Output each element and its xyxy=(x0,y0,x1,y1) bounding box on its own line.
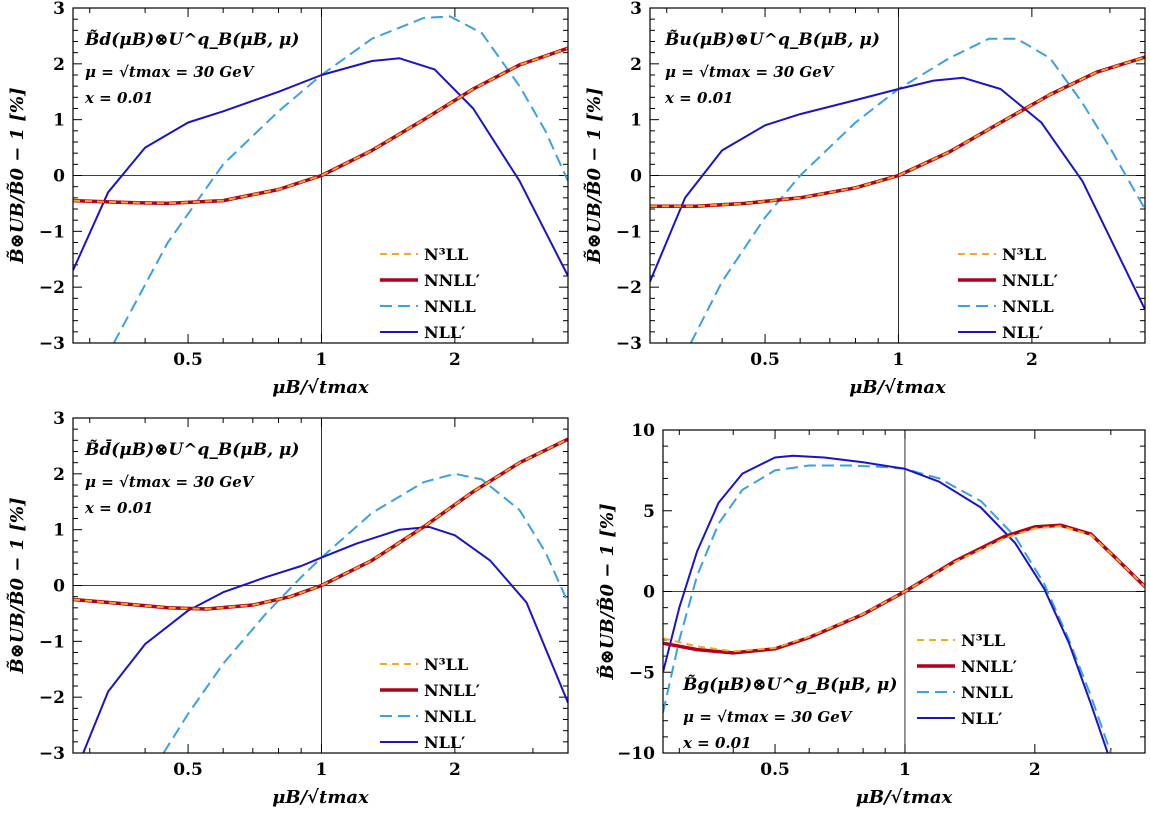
y-tick-label: −10 xyxy=(617,744,655,764)
plot-frame xyxy=(662,429,1146,754)
legend-label: NNLL xyxy=(1002,297,1054,316)
legend-label: NNLL′ xyxy=(424,681,480,700)
y-axis-title: B̃⊗UB/B̃0 − 1 [%] xyxy=(6,87,28,264)
plot-frame xyxy=(649,7,1146,344)
annotation-title: B̃u(μB)⊗U^q_B(μB, μ) xyxy=(664,30,880,50)
x-tick-label: 2 xyxy=(1026,350,1038,370)
x-axis-title: μB/√tmax xyxy=(272,787,369,808)
series-line-nll xyxy=(73,438,568,610)
y-tick-label: 3 xyxy=(630,0,642,19)
plot-frame xyxy=(72,7,569,344)
legend-label: NNLL′ xyxy=(424,271,480,290)
annotation-title: B̃d(μB)⊗U^q_B(μB, μ) xyxy=(84,30,299,50)
series-line-nll xyxy=(650,56,1145,208)
x-axis-title: μB/√tmax xyxy=(272,377,369,398)
legend-label: NNLL′ xyxy=(961,657,1017,676)
x-tick-label: 2 xyxy=(449,760,461,780)
x-tick-label: 1 xyxy=(316,760,328,780)
legend-label: N³LL xyxy=(424,655,468,674)
series-line-nnll xyxy=(162,472,568,753)
y-tick-label: −2 xyxy=(616,278,642,298)
y-tick-label: 3 xyxy=(53,0,65,19)
series-line-nll xyxy=(663,525,1145,653)
series-line-nnll xyxy=(663,464,1112,753)
series-line-nll xyxy=(82,525,568,753)
annotation-x: x = 0.01 xyxy=(664,89,734,107)
y-tick-label: 1 xyxy=(53,521,65,541)
x-tick-label: 2 xyxy=(449,350,461,370)
legend-label: NNLL xyxy=(424,297,476,316)
y-tick-label: −1 xyxy=(39,222,65,242)
y-tick-label: −3 xyxy=(39,744,65,764)
y-tick-label: −1 xyxy=(39,632,65,652)
annotation-x: x = 0.01 xyxy=(682,734,752,752)
y-tick-label: 5 xyxy=(643,502,655,522)
x-tick-label: 0.5 xyxy=(760,760,790,780)
y-axis-title: B̃⊗UB/B̃0 − 1 [%] xyxy=(6,497,28,674)
x-tick-label: 1 xyxy=(899,760,911,780)
annotation-x: x = 0.01 xyxy=(84,499,154,517)
legend-label: NNLL xyxy=(424,707,476,726)
series-line-nll xyxy=(73,57,568,277)
y-tick-label: −5 xyxy=(629,663,655,683)
series-line-nll xyxy=(663,454,1109,753)
legend-label: N³LL xyxy=(1002,245,1046,264)
legend-label: NNLL′ xyxy=(1002,271,1058,290)
series-line-nnll xyxy=(112,15,568,343)
y-tick-label: −3 xyxy=(39,334,65,354)
legend-label: N³LL xyxy=(424,245,468,264)
x-axis-title: μB/√tmax xyxy=(849,377,946,398)
legend-label: NLL′ xyxy=(424,323,465,342)
chart-panel-4: 0.5 1 2 −10 −5 0 5 10 B̃g(μB)⊗U^g_B(μB, μ) μ = √t… xyxy=(596,421,1146,808)
y-tick-label: 1 xyxy=(53,111,65,131)
x-tick-label: 0.5 xyxy=(173,760,203,780)
annotation-title: B̃g(μB)⊗U^g_B(μB, μ) xyxy=(682,675,897,695)
annotation-scale: μ = √tmax = 30 GeV xyxy=(665,63,835,81)
series-line-nnll xyxy=(689,37,1145,343)
y-tick-label: 10 xyxy=(631,421,655,441)
annotation-scale: μ = √tmax = 30 GeV xyxy=(85,63,255,81)
x-tick-label: 0.5 xyxy=(173,350,203,370)
series-line-nnll xyxy=(663,523,1145,655)
y-tick-label: 1 xyxy=(630,111,642,131)
x-tick-label: 0.5 xyxy=(750,350,780,370)
y-tick-label: 0 xyxy=(630,167,642,187)
x-axis-title: μB/√tmax xyxy=(856,787,953,808)
annotation-x: x = 0.01 xyxy=(84,89,154,107)
y-tick-label: 2 xyxy=(53,55,65,75)
y-tick-label: −2 xyxy=(39,278,65,298)
legend-label: N³LL xyxy=(961,631,1005,650)
annotation-scale: μ = √tmax = 30 GeV xyxy=(85,473,255,491)
legend-label: NLL′ xyxy=(424,733,465,752)
y-tick-label: −1 xyxy=(616,222,642,242)
legend-label: NLL′ xyxy=(961,709,1002,728)
legend-label: NLL′ xyxy=(1002,323,1043,342)
chart-panel-2: 0.5 1 2 −3 −2 −1 0 1 2 3 B̃u(μB)⊗U^q_B(μB, μ) μ = √… xyxy=(583,0,1146,398)
y-tick-label: 0 xyxy=(643,583,655,603)
y-tick-label: 3 xyxy=(53,409,65,429)
series-line-nll xyxy=(650,76,1145,310)
y-tick-label: 0 xyxy=(53,577,65,597)
x-tick-label: 1 xyxy=(316,350,328,370)
annotation-scale: μ = √tmax = 30 GeV xyxy=(683,708,853,726)
y-tick-label: 2 xyxy=(630,55,642,75)
legend-label: NNLL xyxy=(961,683,1013,702)
series-line-nnll xyxy=(73,437,568,611)
plot-frame xyxy=(72,417,569,754)
series-line-nll xyxy=(73,47,568,205)
y-axis-title: B̃⊗UB/B̃0 − 1 [%] xyxy=(596,503,618,680)
y-tick-label: −2 xyxy=(39,688,65,708)
y-tick-label: −3 xyxy=(616,334,642,354)
y-tick-label: 0 xyxy=(53,167,65,187)
chart-panel-1: 0.5 1 2 −3 −2 −1 0 1 2 3 B̃d(μB)⊗U^q_B(μB, μ) μ = √… xyxy=(6,0,569,398)
y-tick-label: 2 xyxy=(53,465,65,485)
y-axis-title: B̃⊗UB/B̃0 − 1 [%] xyxy=(583,87,605,264)
annotation-title: B̃d̄(μB)⊗U^q_B(μB, μ) xyxy=(84,439,299,460)
x-tick-label: 2 xyxy=(1029,760,1041,780)
chart-panel-3: 0.5 1 2 −3 −2 −1 0 1 2 3 B̃d̄(μB)⊗U^q_B(μB, μ) μ = … xyxy=(6,409,569,808)
x-tick-label: 1 xyxy=(893,350,905,370)
